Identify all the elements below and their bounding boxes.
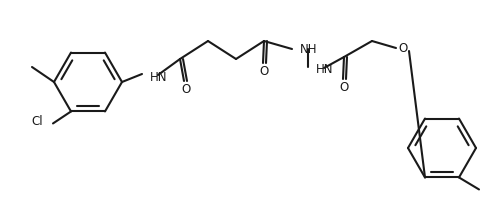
Text: NH: NH	[300, 43, 317, 55]
Text: O: O	[398, 42, 408, 55]
Text: HN: HN	[150, 70, 168, 83]
Text: O: O	[259, 64, 269, 77]
Text: Cl: Cl	[31, 115, 43, 128]
Text: HN: HN	[316, 62, 333, 76]
Text: O: O	[339, 80, 349, 94]
Text: O: O	[182, 83, 190, 95]
